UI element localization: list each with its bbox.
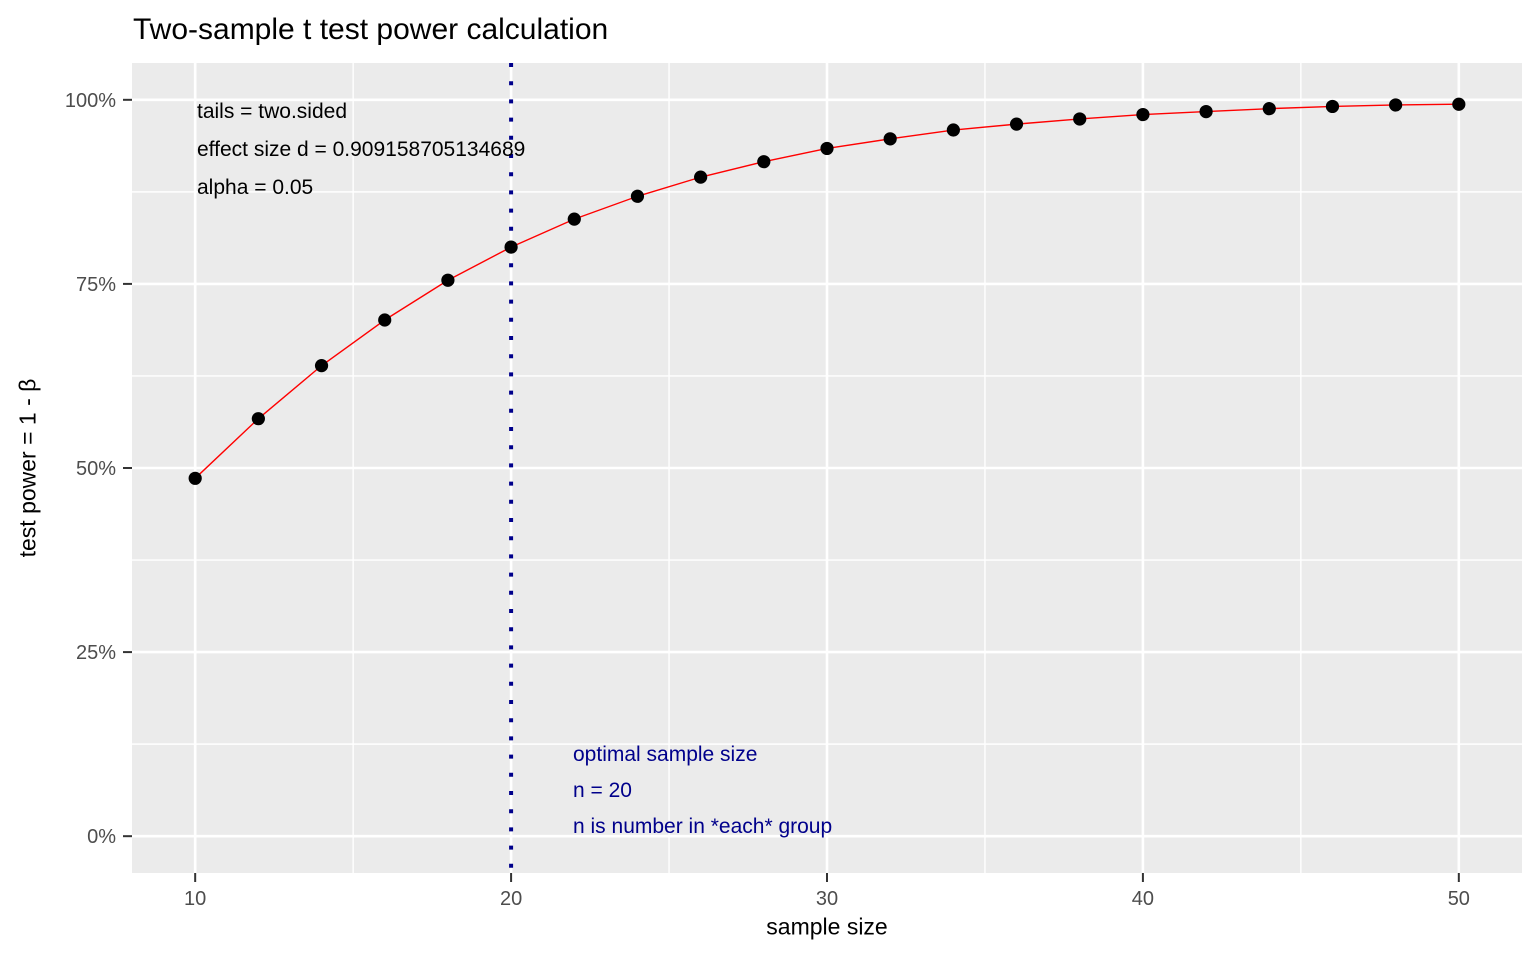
x-tick-label: 30: [816, 888, 838, 910]
power-data-point: [757, 155, 771, 169]
power-data-point: [1073, 112, 1087, 126]
x-axis-title: sample size: [766, 913, 888, 940]
power-data-point: [1199, 105, 1213, 119]
power-data-point: [251, 412, 265, 426]
power-data-point: [567, 212, 581, 226]
y-tick-label: 25%: [76, 642, 116, 664]
annotation-optimal-n: n = 20: [573, 779, 632, 802]
optimal-sample-annotation: optimal sample size n = 20 n is number i…: [573, 737, 832, 845]
x-tick-label: 40: [1132, 888, 1154, 910]
test-parameters-annotation: tails = two.sided effect size d = 0.9091…: [197, 93, 525, 207]
y-axis-title: test power = 1 - β: [14, 378, 41, 558]
power-data-point: [1452, 97, 1466, 111]
power-data-point: [378, 313, 392, 327]
power-data-point: [1325, 99, 1340, 114]
power-data-point: [883, 132, 897, 146]
power-data-point: [1009, 117, 1024, 131]
power-data-point: [946, 123, 960, 137]
annotation-alpha: alpha = 0.05: [197, 176, 314, 199]
x-tick-label: 50: [1448, 888, 1470, 910]
y-tick-label: 75%: [76, 274, 116, 296]
power-data-point: [1389, 98, 1403, 112]
power-data-point: [1262, 102, 1276, 116]
annotation-effect-size: effect size d = 0.909158705134689: [197, 138, 526, 161]
power-data-point: [630, 189, 645, 203]
power-data-point: [314, 359, 329, 373]
y-tick-label: 0%: [87, 826, 116, 848]
y-tick-label: 50%: [76, 458, 116, 480]
annotation-optimal-note: n is number in *each* group: [573, 815, 833, 838]
annotation-tails: tails = two.sided: [197, 100, 347, 123]
chart-title: Two-sample t test power calculation: [133, 13, 609, 46]
y-tick-label: 100%: [65, 90, 116, 112]
annotation-optimal-title: optimal sample size: [573, 743, 758, 766]
power-data-point: [441, 273, 455, 287]
x-tick-label: 20: [500, 888, 522, 910]
power-data-point: [188, 471, 202, 485]
power-data-point: [504, 240, 518, 254]
power-data-point: [1136, 107, 1150, 122]
power-data-point: [820, 141, 834, 156]
power-data-point: [694, 170, 708, 184]
x-tick-label: 10: [184, 888, 206, 910]
